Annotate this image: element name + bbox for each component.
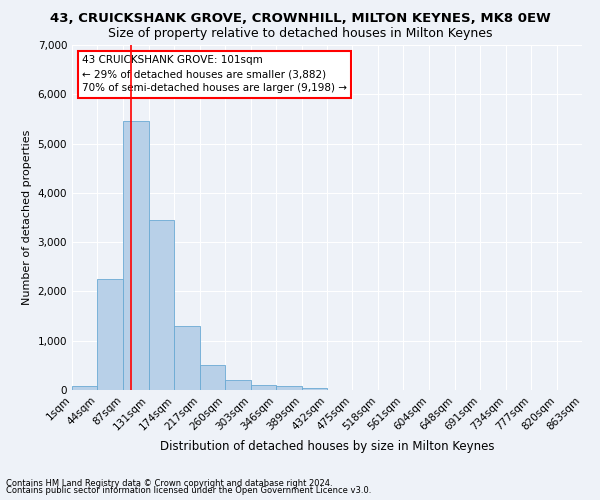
Text: Contains public sector information licensed under the Open Government Licence v3: Contains public sector information licen… — [6, 486, 371, 495]
Text: Size of property relative to detached houses in Milton Keynes: Size of property relative to detached ho… — [108, 28, 492, 40]
Bar — [175, 326, 200, 390]
Text: 43 CRUICKSHANK GROVE: 101sqm
← 29% of detached houses are smaller (3,882)
70% of: 43 CRUICKSHANK GROVE: 101sqm ← 29% of de… — [82, 56, 347, 94]
Bar — [302, 388, 327, 390]
Bar — [149, 220, 175, 390]
Bar — [225, 380, 251, 390]
Bar — [97, 279, 123, 390]
Bar — [72, 386, 97, 390]
Bar — [251, 385, 276, 390]
Bar — [200, 366, 225, 390]
Bar — [276, 386, 302, 390]
X-axis label: Distribution of detached houses by size in Milton Keynes: Distribution of detached houses by size … — [160, 440, 494, 453]
Bar — [123, 122, 149, 390]
Text: Contains HM Land Registry data © Crown copyright and database right 2024.: Contains HM Land Registry data © Crown c… — [6, 478, 332, 488]
Y-axis label: Number of detached properties: Number of detached properties — [22, 130, 32, 305]
Text: 43, CRUICKSHANK GROVE, CROWNHILL, MILTON KEYNES, MK8 0EW: 43, CRUICKSHANK GROVE, CROWNHILL, MILTON… — [50, 12, 550, 26]
